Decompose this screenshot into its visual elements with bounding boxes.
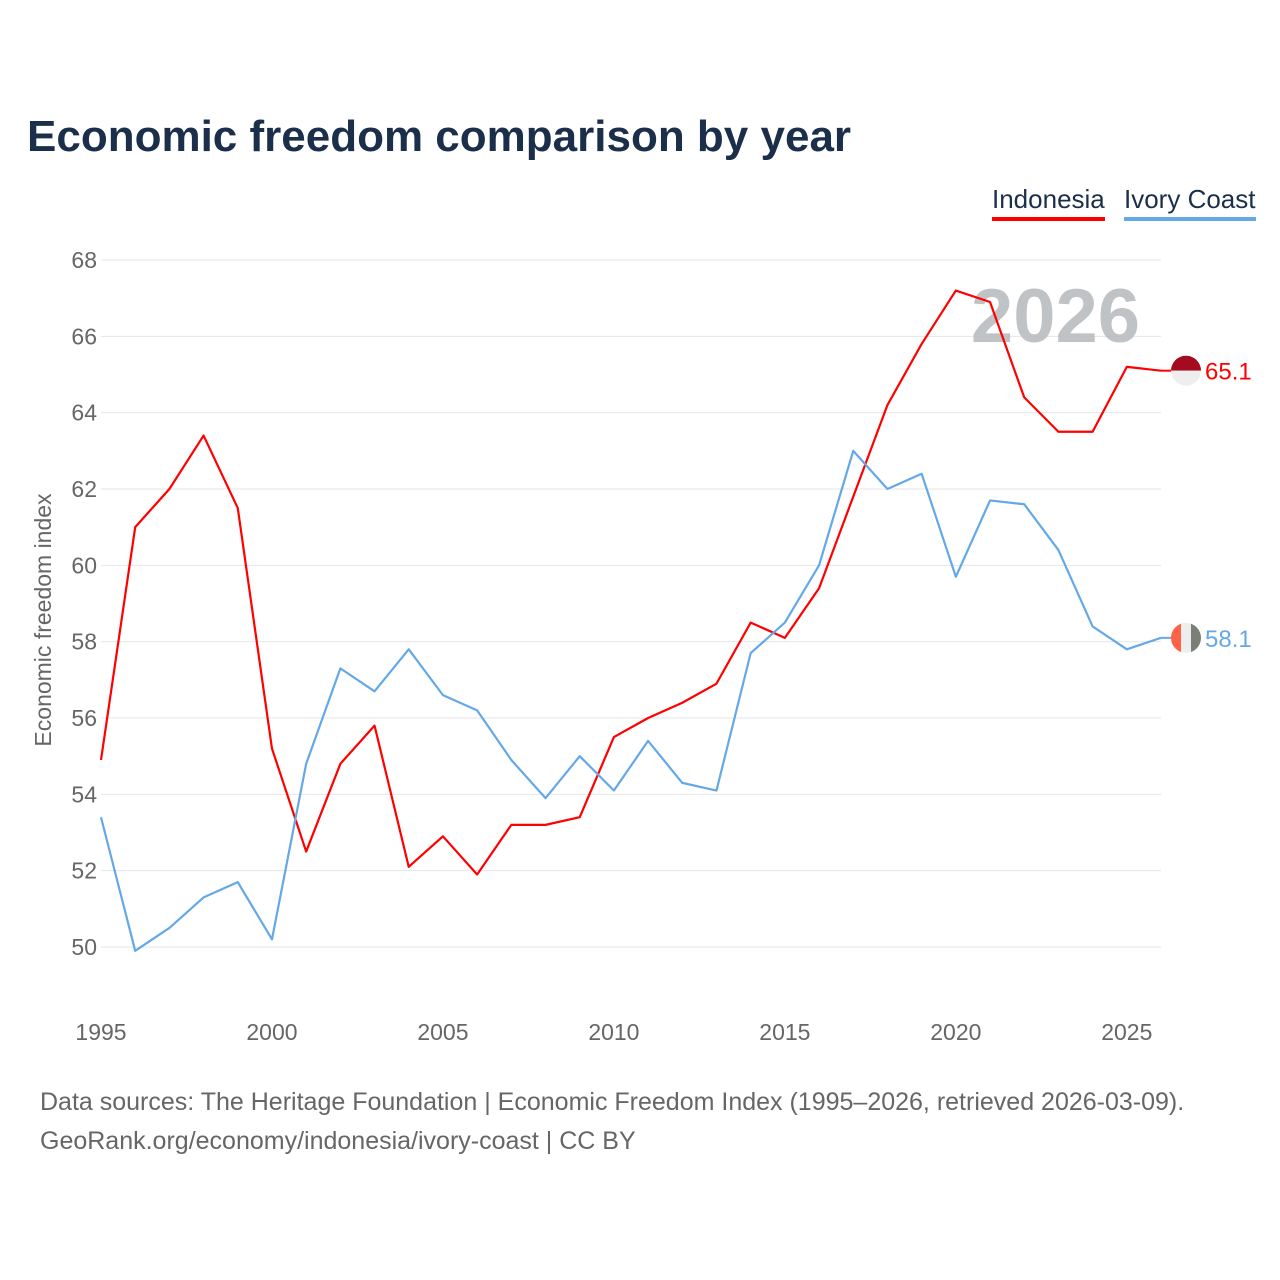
y-tick-label: 68 <box>71 247 97 273</box>
ivory-coast-flag-icon <box>1171 622 1201 653</box>
x-tick-label: 2025 <box>1101 1019 1152 1045</box>
series-line-ivory-coast <box>99 449 1162 952</box>
legend-indonesia[interactable]: Indonesia <box>992 184 1105 221</box>
x-tick-label: 2000 <box>246 1019 297 1045</box>
data-source: Data sources: The Heritage Foundation | … <box>40 1088 1185 1116</box>
end-value-label: 65.1 <box>1205 359 1252 386</box>
y-tick-label: 54 <box>71 781 97 807</box>
y-tick-label: 56 <box>71 705 97 731</box>
x-tick-label: 2005 <box>417 1019 468 1045</box>
legend-ivory-coast[interactable]: Ivory Coast <box>1124 184 1256 221</box>
x-tick-label: 2010 <box>588 1019 639 1045</box>
x-tick-label: 2020 <box>930 1019 981 1045</box>
year-watermark: 2026 <box>971 274 1140 359</box>
y-tick-label: 60 <box>71 552 97 578</box>
chart-title: Economic freedom comparison by year <box>27 112 852 161</box>
end-value-label: 58.1 <box>1205 626 1252 653</box>
x-tick-label: 1995 <box>75 1019 126 1045</box>
y-tick-label: 58 <box>71 629 97 655</box>
y-tick-label: 52 <box>71 858 97 884</box>
series-line-indonesia <box>99 289 1162 876</box>
indonesia-flag-icon <box>1171 355 1201 386</box>
y-tick-label: 62 <box>71 476 97 502</box>
y-tick-label: 64 <box>71 400 97 426</box>
y-tick-label: 50 <box>71 934 97 960</box>
y-tick-label: 66 <box>71 323 97 349</box>
credit-link[interactable]: GeoRank.org/economy/indonesia/ivory-coas… <box>40 1127 636 1155</box>
y-axis-label: Economic freedom index <box>30 493 56 747</box>
x-tick-label: 2015 <box>759 1019 810 1045</box>
